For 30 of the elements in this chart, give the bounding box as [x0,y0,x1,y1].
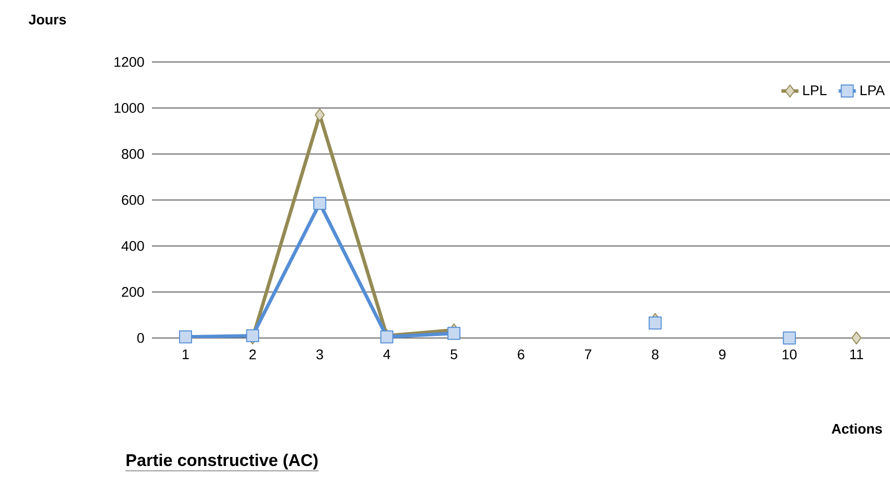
y-axis-title: Jours [28,14,66,24]
y-tick-label: 1200 [114,57,144,67]
x-tick-label: 3 [316,349,323,360]
y-tick-label: 600 [122,195,144,205]
x-tick-label: 2 [249,349,256,360]
x-axis-title: Actions [832,424,882,434]
point [648,316,662,330]
point [851,331,862,344]
legend-label: LPL [803,85,827,96]
y-tick-label: 200 [122,287,144,297]
text: Partie constructive (AC) [126,454,318,470]
legend-label: LPA [860,85,885,96]
point [782,331,796,344]
x-tick-label: 6 [518,349,524,360]
point [179,330,192,344]
point [314,108,325,122]
x-tick-label: 10 [782,349,797,360]
y-tick-label: 800 [122,149,144,159]
x-tick-label: 7 [584,350,592,360]
y-tick-label: 0 [137,333,144,343]
point [313,196,326,210]
point [447,326,460,340]
y-tick-label: 1000 [114,103,144,113]
x-tick-label: 1 [182,350,189,360]
y-tick-label: 400 [122,241,144,251]
x-tick-label: 8 [652,349,658,360]
x-tick-label: 4 [383,350,390,360]
x-tick-label: 5 [450,350,458,360]
x-tick-label: 9 [719,349,726,360]
x-tick-label: 11 [850,350,864,360]
